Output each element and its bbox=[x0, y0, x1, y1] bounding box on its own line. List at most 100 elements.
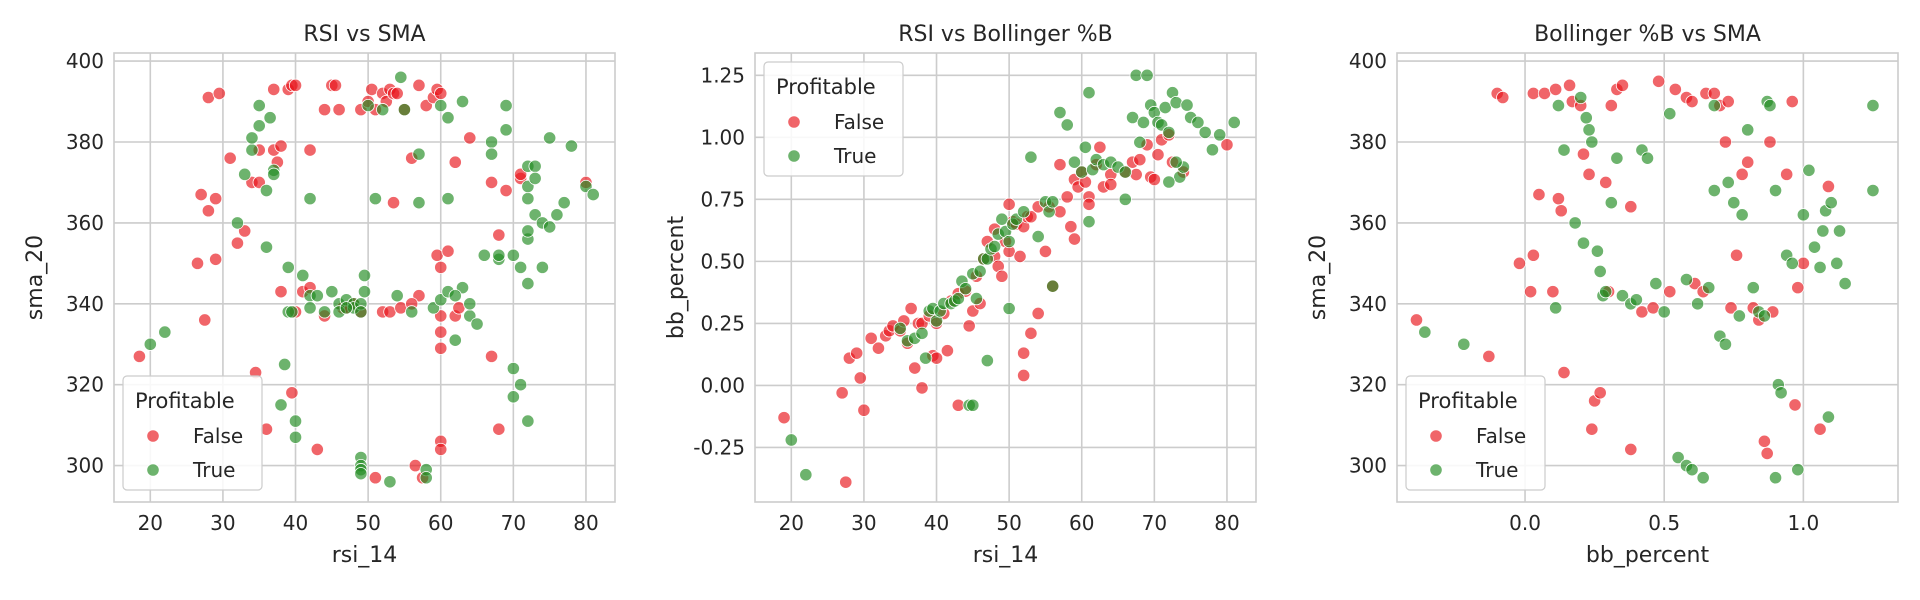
x-tick-label: 0.0 bbox=[1509, 511, 1541, 535]
scatter-point-true bbox=[383, 475, 397, 489]
scatter-point-true bbox=[143, 337, 157, 351]
scatter-point-false bbox=[267, 82, 281, 97]
scatter-point-true bbox=[1763, 98, 1777, 113]
scatter-point-false bbox=[1067, 232, 1082, 246]
scatter-point-false bbox=[1060, 190, 1074, 204]
x-tick-label: 0.5 bbox=[1648, 511, 1680, 535]
scatter-point-true bbox=[1568, 216, 1582, 230]
scatter-point-false bbox=[1604, 98, 1618, 113]
scatter-point-true bbox=[281, 260, 295, 274]
scatter-point-false bbox=[274, 139, 288, 153]
legend-marker-true bbox=[146, 463, 160, 477]
scatter-point-false bbox=[1685, 94, 1699, 109]
scatter-point-true bbox=[1718, 337, 1733, 351]
scatter-point-true bbox=[564, 139, 579, 153]
scatter-point-true bbox=[586, 187, 600, 202]
scatter-point-true bbox=[1582, 123, 1596, 137]
scatter-point-true bbox=[1832, 224, 1847, 238]
scatter-point-true bbox=[506, 390, 520, 404]
scatter-point-true bbox=[1830, 256, 1844, 270]
scatter-point-true bbox=[325, 285, 339, 299]
scatter-point-true bbox=[354, 467, 368, 481]
legend: Profitable False True bbox=[763, 61, 904, 177]
scatter-point-false bbox=[1133, 153, 1147, 167]
scatter-point-true bbox=[1657, 305, 1671, 319]
y-tick-label: 400 bbox=[1349, 49, 1387, 73]
scatter-point-true bbox=[1707, 183, 1721, 198]
scatter-point-false bbox=[1785, 94, 1799, 109]
scatter-point-false bbox=[835, 386, 849, 400]
scatter-point-false bbox=[201, 204, 215, 218]
scatter-point-false bbox=[1821, 179, 1836, 194]
scatter-point-true bbox=[528, 171, 542, 185]
scatter-point-true bbox=[1169, 96, 1183, 110]
scatter-point-true bbox=[1610, 151, 1624, 165]
scatter-point-false bbox=[1585, 422, 1599, 436]
scatter-point-true bbox=[1017, 205, 1031, 219]
scatter-point-false bbox=[1031, 306, 1045, 321]
scatter-point-false bbox=[940, 344, 955, 358]
scatter-point-false bbox=[1151, 148, 1165, 162]
scatter-point-false bbox=[1496, 90, 1510, 105]
legend: Profitable False True bbox=[1405, 375, 1546, 491]
scatter-point-false bbox=[212, 86, 226, 101]
x-tick-label: 20 bbox=[138, 511, 163, 535]
scatter-point-true bbox=[1768, 183, 1783, 198]
scatter-point-true bbox=[1702, 281, 1716, 295]
scatter-point-false bbox=[1813, 422, 1827, 436]
scatter-point-true bbox=[463, 297, 477, 311]
scatter-point-true bbox=[492, 248, 506, 262]
scatter-point-false bbox=[1546, 285, 1560, 299]
scatter-point-true bbox=[1768, 471, 1783, 485]
x-tick-label: 40 bbox=[283, 511, 308, 535]
scatter-point-true bbox=[1585, 135, 1599, 149]
scatter-point-true bbox=[915, 326, 929, 340]
scatter-point-false bbox=[1760, 446, 1774, 461]
x-tick-label: 70 bbox=[1142, 511, 1167, 535]
x-tick-label: 30 bbox=[210, 511, 235, 535]
scatter-point-true bbox=[259, 183, 274, 198]
scatter-point-true bbox=[1590, 244, 1605, 258]
scatter-point-true bbox=[1629, 293, 1643, 307]
y-tick-label: 380 bbox=[66, 130, 104, 154]
scatter-point-false bbox=[1013, 249, 1027, 264]
chart-panel-1: 20 30 40 50 60 70 80 300 320 340 360 380 400 RSI vs S… bbox=[23, 22, 616, 568]
scatter-point-true bbox=[506, 361, 520, 376]
scatter-point-false bbox=[132, 349, 147, 363]
scatter-point-false bbox=[499, 183, 513, 198]
scatter-point-false bbox=[441, 244, 455, 258]
scatter-point-false bbox=[871, 341, 886, 355]
y-tick-label: 1.25 bbox=[700, 63, 745, 87]
scatter-point-false bbox=[1763, 135, 1777, 149]
scatter-point-true bbox=[317, 305, 332, 319]
scatter-point-false bbox=[434, 86, 448, 101]
scatter-point-true bbox=[1162, 175, 1176, 189]
x-tick-label: 80 bbox=[1214, 511, 1239, 535]
scatter-point-true bbox=[1574, 90, 1588, 105]
scatter-point-true bbox=[484, 135, 499, 149]
legend-frame bbox=[1405, 375, 1546, 491]
x-tick-label: 80 bbox=[573, 511, 598, 535]
scatter-point-true bbox=[973, 264, 987, 278]
legend-marker-false bbox=[787, 115, 801, 129]
scatter-point-true bbox=[441, 111, 455, 125]
x-tick-label: 50 bbox=[355, 511, 380, 535]
scatter-point-true bbox=[1053, 105, 1067, 120]
scatter-point-false bbox=[209, 192, 223, 206]
scatter-point-true bbox=[543, 131, 557, 145]
scatter-point-true bbox=[1685, 463, 1699, 477]
scatter-point-true bbox=[1067, 155, 1082, 169]
scatter-point-false bbox=[1718, 135, 1733, 149]
scatter-point-false bbox=[1526, 248, 1540, 262]
scatter-point-true bbox=[354, 305, 368, 319]
scatter-point-true bbox=[1593, 264, 1607, 279]
scatter-point-false bbox=[1780, 167, 1794, 181]
scatter-point-true bbox=[1198, 125, 1212, 139]
scatter-point-false bbox=[492, 422, 506, 436]
scatter-point-true bbox=[1418, 325, 1432, 339]
scatter-point-true bbox=[1866, 98, 1880, 113]
scatter-point-true bbox=[1180, 98, 1194, 112]
x-tick-label: 50 bbox=[996, 511, 1021, 535]
chart-title: Bollinger %B vs SMA bbox=[1534, 22, 1761, 47]
legend-label-true: True bbox=[1475, 458, 1518, 482]
